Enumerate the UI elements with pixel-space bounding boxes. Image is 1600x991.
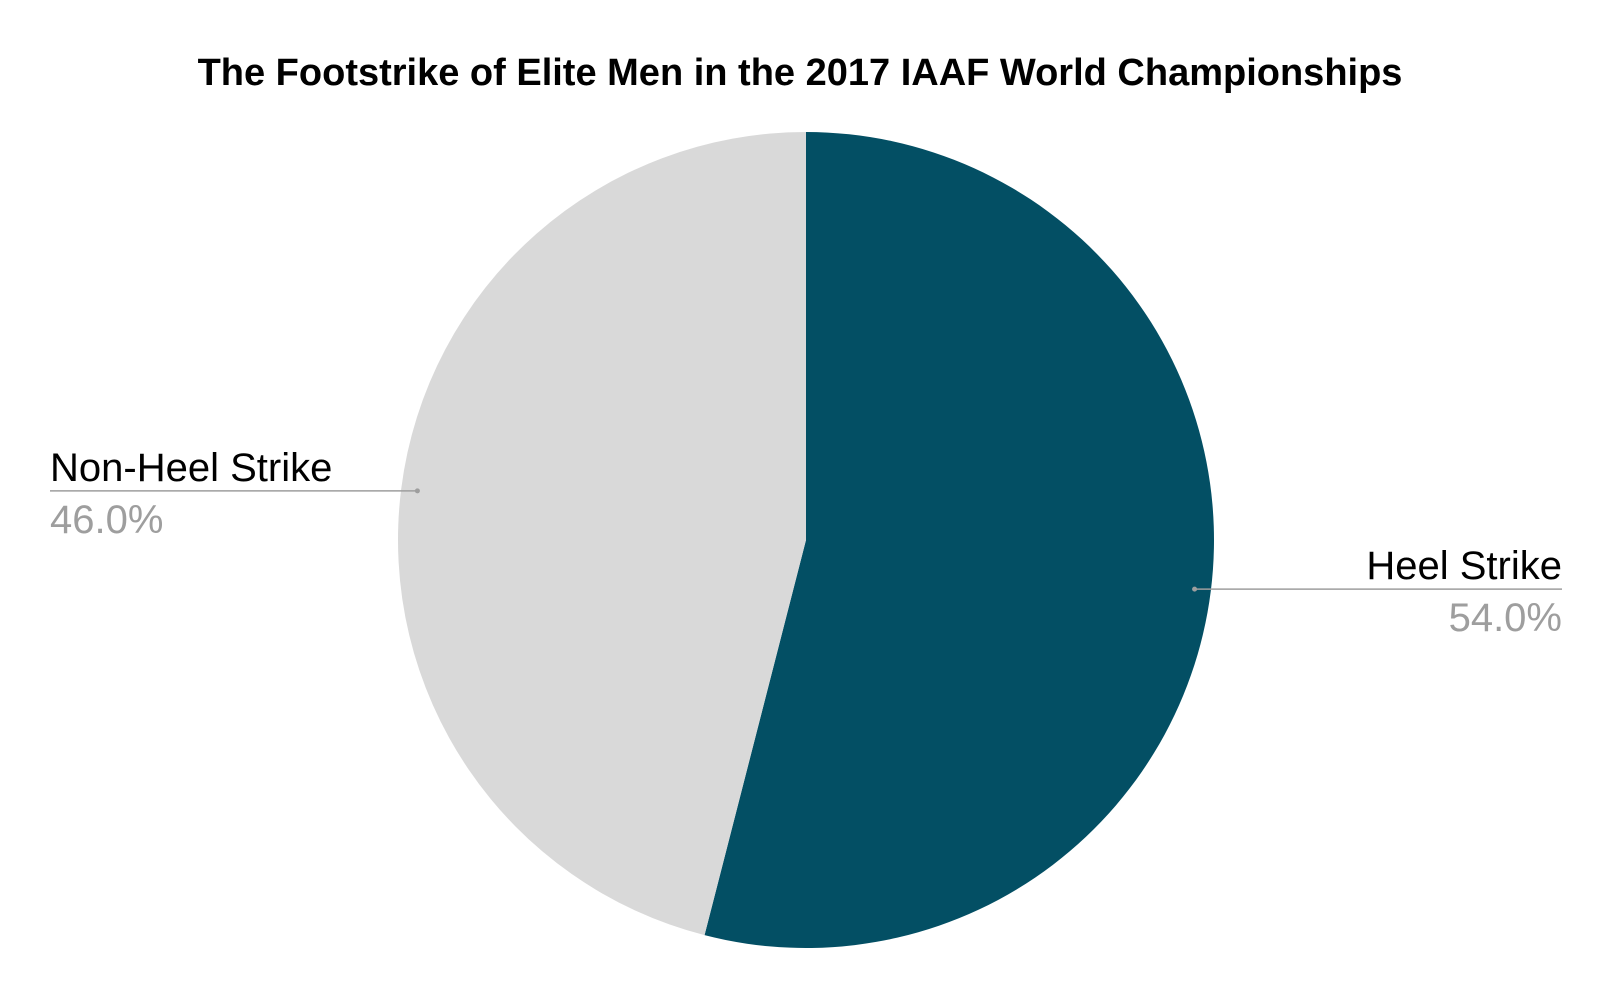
pie-slices [398, 132, 1215, 949]
slice-label-heel-strike: Heel Strike [1366, 544, 1562, 588]
slice-label-non-heel-strike: Non-Heel Strike [50, 446, 332, 490]
pie-slice-labels: Heel Strike 54.0% Non-Heel Strike 46.0% [50, 446, 1562, 640]
slice-value-heel-strike: 54.0% [1449, 596, 1562, 640]
pie-slice-non-heel-strike [398, 132, 806, 936]
label-leader-dot-heel-strike [1192, 586, 1198, 592]
label-leader-dot-non-heel-strike [414, 488, 420, 494]
pie-slice-heel-strike [704, 132, 1215, 949]
slice-value-non-heel-strike: 46.0% [50, 498, 163, 542]
chart-title: The Footstrike of Elite Men in the 2017 … [197, 52, 1403, 94]
